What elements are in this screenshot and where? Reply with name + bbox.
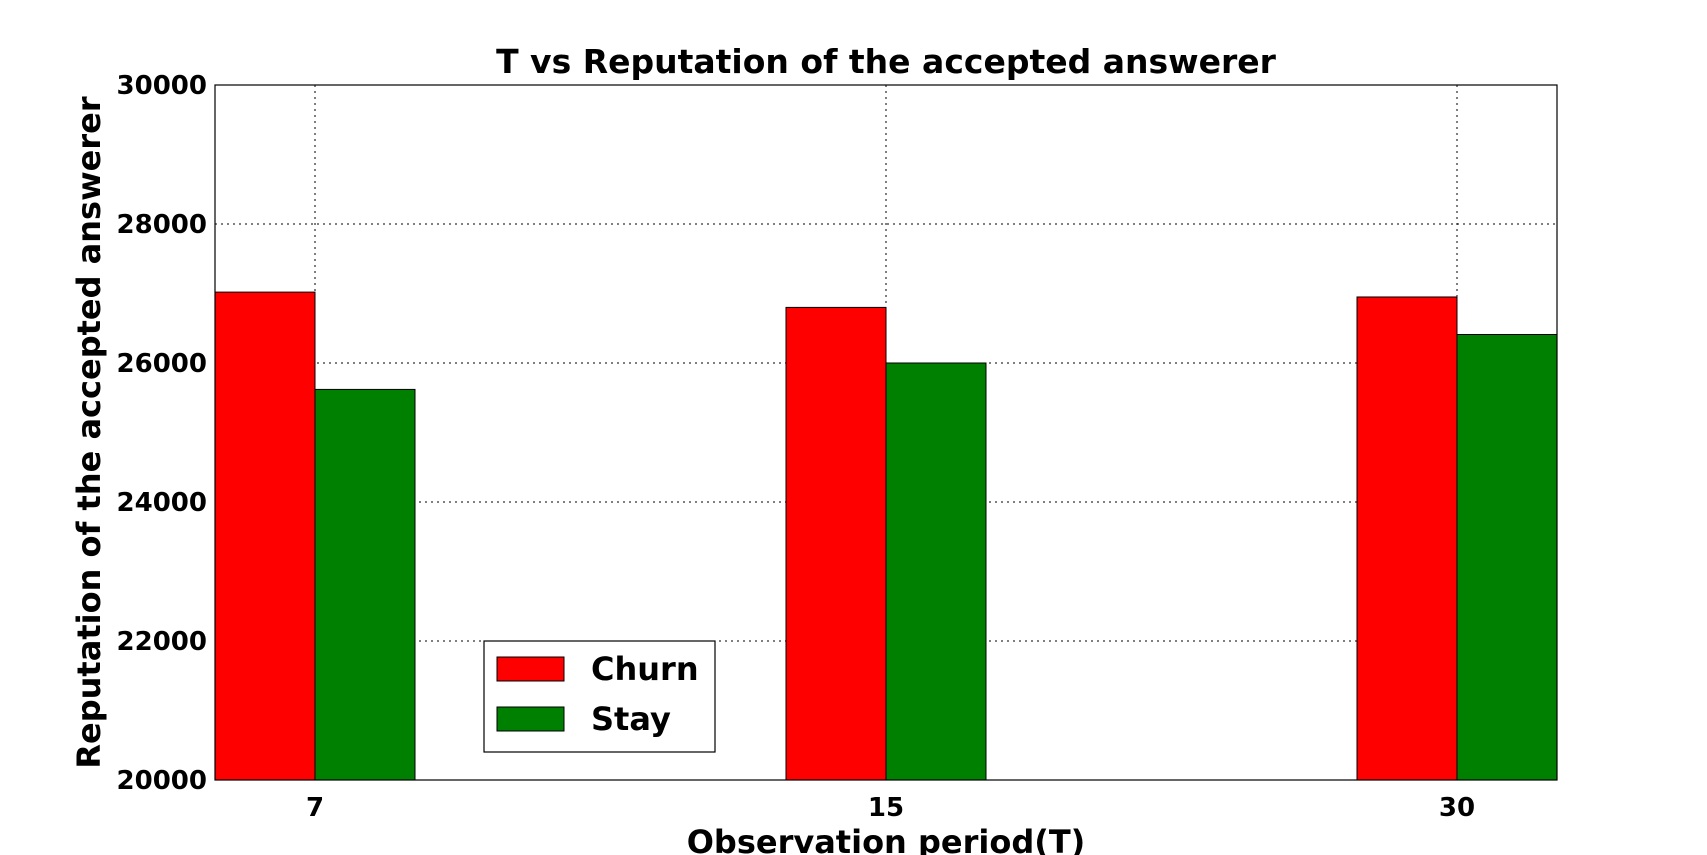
tick-labels: 20000 22000 24000 26000 28000 30000 7 15 30 bbox=[117, 71, 1476, 823]
chart-title: T vs Reputation of the accepted answerer bbox=[496, 42, 1277, 81]
x-tick-label: 15 bbox=[868, 793, 904, 823]
y-tick-label: 22000 bbox=[117, 627, 207, 657]
bar-stay-7 bbox=[314, 388, 416, 781]
x-tick-label: 30 bbox=[1439, 793, 1475, 823]
plot-frame bbox=[214, 84, 1558, 781]
x-tick-label: 7 bbox=[306, 793, 324, 823]
bar-stay-15 bbox=[885, 362, 987, 781]
y-tick-label: 26000 bbox=[117, 349, 207, 379]
x-axis-label: Observation period(T) bbox=[687, 823, 1086, 855]
bar-churn-15 bbox=[785, 306, 887, 781]
y-axis-label: Reputation of the accepted answerer bbox=[70, 96, 108, 768]
y-tick-label: 24000 bbox=[117, 488, 207, 518]
legend: Churn Stay bbox=[483, 640, 716, 753]
bar-stay-30 bbox=[1456, 334, 1558, 781]
y-tick-label: 20000 bbox=[117, 766, 207, 796]
legend-label-churn: Churn bbox=[591, 650, 699, 688]
legend-swatch-churn bbox=[496, 656, 565, 682]
grid-lines bbox=[215, 85, 1557, 780]
bars bbox=[214, 291, 1558, 781]
y-tick-label: 28000 bbox=[117, 210, 207, 240]
legend-swatch-stay bbox=[496, 706, 565, 732]
bar-churn-7 bbox=[214, 291, 316, 781]
y-tick-label: 30000 bbox=[117, 71, 207, 101]
bar-churn-30 bbox=[1356, 296, 1458, 781]
legend-label-stay: Stay bbox=[591, 700, 671, 738]
